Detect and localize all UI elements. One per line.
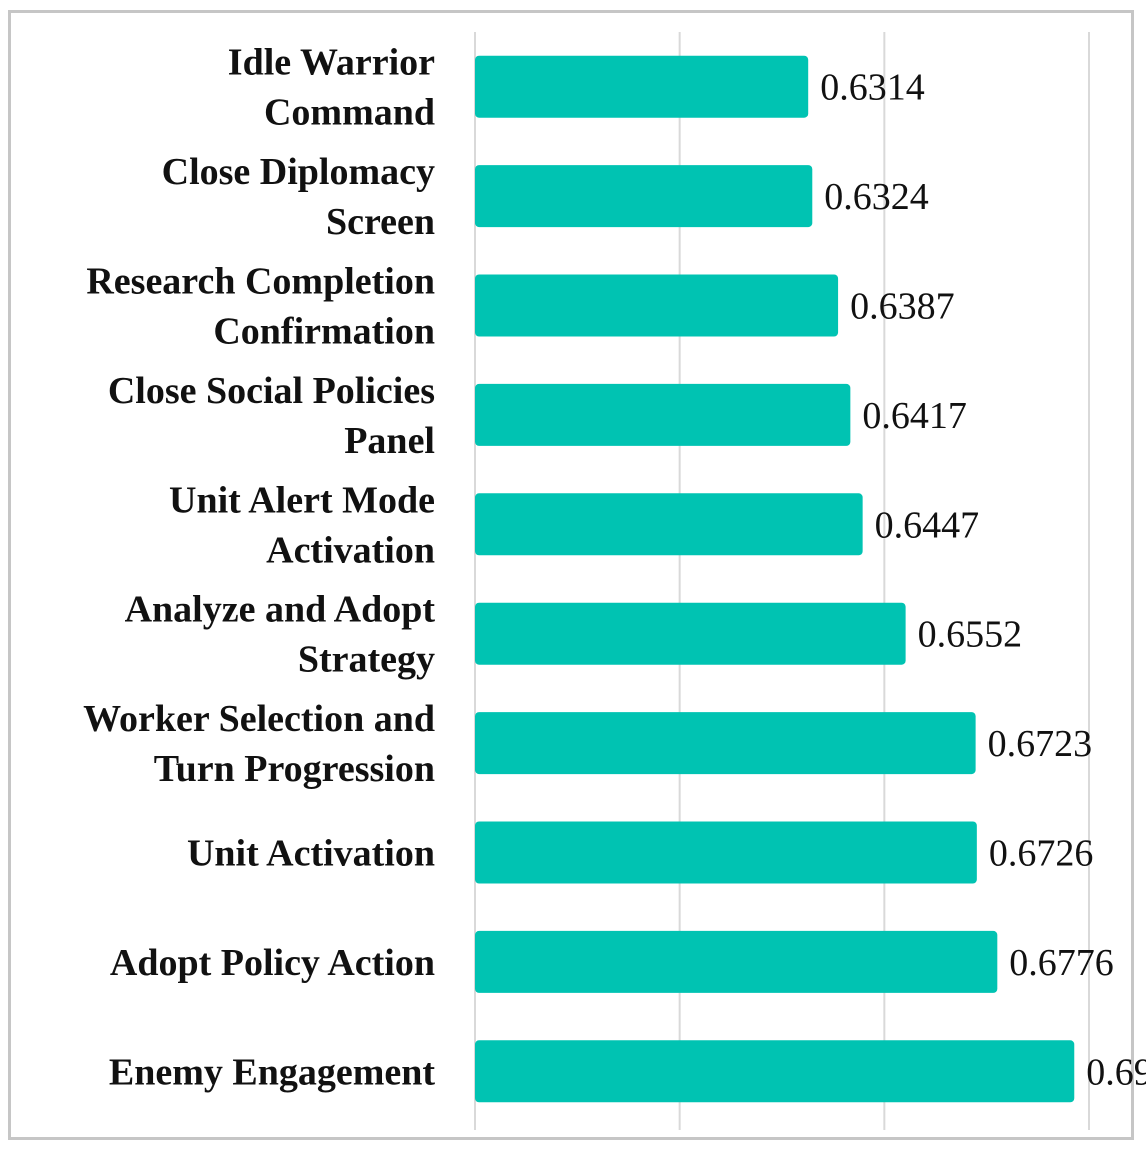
value-label-7: 0.6726 — [989, 833, 1094, 875]
value-label-0: 0.6314 — [820, 67, 925, 109]
category-label-line: Analyze and Adopt — [125, 589, 436, 631]
category-label-line: Research Completion — [86, 261, 435, 303]
category-label-line: Enemy Engagement — [109, 1051, 436, 1093]
category-label-2: Research Completion Confirmation — [86, 261, 435, 353]
bar-4 — [475, 493, 863, 556]
bar-0 — [475, 55, 809, 118]
category-label-line: Close Social Policies — [108, 370, 435, 412]
category-label-line: Close Diplomacy — [162, 151, 435, 193]
category-label-line: Screen — [326, 201, 435, 243]
category-label-4: Unit Alert Mode Activation — [169, 479, 435, 571]
category-label-line: Idle Warrior — [228, 42, 435, 84]
value-labels: 0.6314 0.6324 0.6387 0.6417 0.6447 0.6552 0.67… — [820, 67, 1146, 1094]
value-label-3: 0.6417 — [862, 395, 967, 437]
category-label-line: Confirmation — [213, 311, 435, 353]
category-label-line: Command — [264, 92, 435, 134]
category-label-9: Enemy Engagement — [109, 1051, 436, 1093]
bar-3 — [475, 383, 851, 446]
category-label-1: Close Diplomacy Screen — [162, 151, 435, 243]
category-label-line: Activation — [266, 529, 435, 571]
bar-5 — [475, 602, 906, 665]
bar-9 — [475, 1040, 1075, 1103]
category-label-line: Panel — [344, 420, 435, 462]
bar-1 — [475, 165, 813, 228]
value-label-9: 0.6964 — [1086, 1051, 1146, 1093]
category-label-line: Strategy — [298, 639, 435, 681]
category-label-line: Turn Progression — [154, 748, 435, 790]
category-label-3: Close Social Policies Panel — [108, 370, 435, 462]
category-label-8: Adopt Policy Action — [110, 942, 435, 984]
value-label-2: 0.6387 — [850, 286, 955, 328]
category-label-6: Worker Selection and Turn Progression — [83, 698, 435, 790]
bar-6 — [475, 712, 976, 775]
bar-2 — [475, 274, 839, 337]
category-label-5: Analyze and Adopt Strategy — [125, 589, 436, 681]
value-label-6: 0.6723 — [988, 723, 1093, 765]
bar-7 — [475, 821, 977, 884]
category-label-0: Idle Warrior Command — [228, 42, 435, 134]
value-label-8: 0.6776 — [1009, 942, 1114, 984]
value-label-5: 0.6552 — [918, 614, 1023, 656]
bar-8 — [475, 930, 998, 993]
category-label-line: Adopt Policy Action — [110, 942, 435, 984]
category-label-line: Unit Activation — [187, 833, 435, 875]
value-label-1: 0.6324 — [824, 176, 929, 218]
value-label-4: 0.6447 — [875, 504, 980, 546]
category-label-7: Unit Activation — [187, 833, 435, 875]
category-label-line: Worker Selection and — [83, 698, 435, 740]
category-label-line: Unit Alert Mode — [169, 479, 435, 521]
bars — [475, 55, 1075, 1103]
category-labels: Idle Warrior Command Close Diplomacy Screen… — [83, 42, 435, 1094]
